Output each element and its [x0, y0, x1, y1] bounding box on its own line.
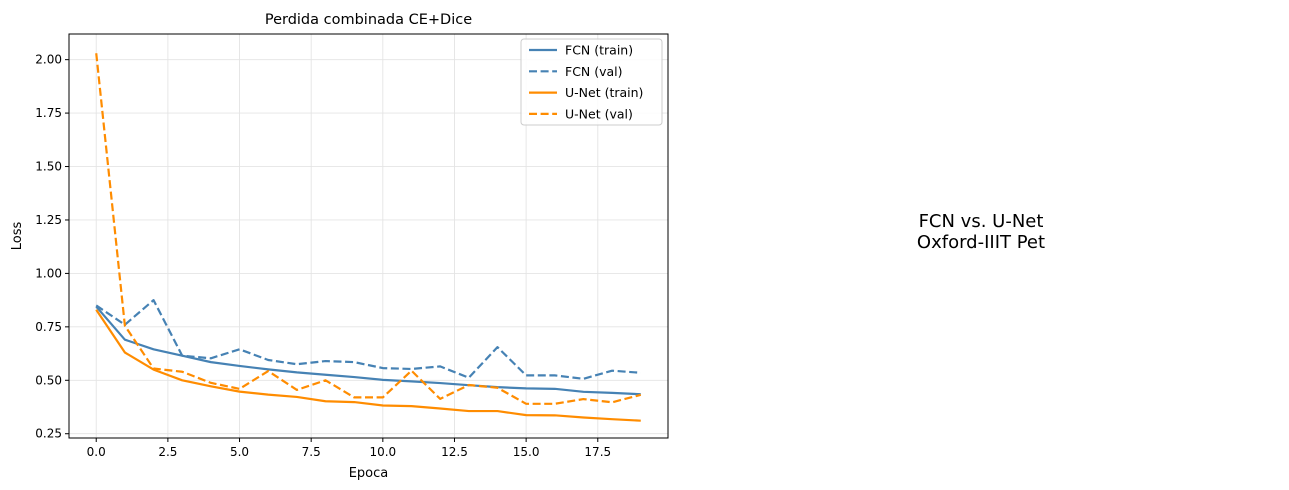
- y-tick-label: 1.00: [35, 266, 62, 280]
- y-tick-label: 0.50: [35, 373, 62, 387]
- x-tick-label: 2.5: [158, 445, 177, 459]
- x-tick-label: 12.5: [441, 445, 468, 459]
- series-line-u-net-train: [95, 309, 641, 422]
- legend-label: U-Net (val): [565, 106, 633, 121]
- x-tick-label: 10.0: [369, 445, 396, 459]
- legend-label: FCN (val): [565, 64, 623, 79]
- x-tick-label: 7.5: [302, 445, 321, 459]
- y-tick-label: 1.50: [35, 160, 62, 174]
- series-lines: [95, 53, 642, 422]
- x-tick-label: 17.5: [584, 445, 611, 459]
- legend: FCN (train) FCN (val) U-Net (train) U-Net (…: [520, 38, 663, 126]
- plot-frame: [68, 33, 669, 439]
- x-tick-label: 0.0: [87, 445, 106, 459]
- x-axis-label: Epoca: [349, 466, 389, 481]
- series-line-u-net-val: [95, 53, 642, 405]
- side-caption-line1: FCN vs. U-Net: [918, 211, 1044, 232]
- y-axis-label: Loss: [10, 222, 25, 251]
- legend-label: U-Net (train): [565, 85, 643, 100]
- y-tick-label: 1.25: [35, 213, 62, 227]
- legend-label: FCN (train): [565, 43, 633, 58]
- grid: [69, 34, 668, 438]
- y-tick-label: 0.75: [35, 320, 62, 334]
- y-tick-label: 2.00: [35, 53, 62, 67]
- series-line-fcn-val: [95, 299, 641, 380]
- y-tick-label: 0.25: [35, 427, 62, 441]
- chart-title: Perdida combinada CE+Dice: [265, 12, 472, 28]
- axis-ticks: 0.0 2.5 5.0 7.5 10.0 12.5 15.0 17.5 0.25 0.50 0.75…: [35, 53, 611, 459]
- side-caption-line2: Oxford-IIIT Pet: [916, 232, 1046, 253]
- x-tick-label: 15.0: [513, 445, 540, 459]
- side-caption: FCN vs. U-Net Oxford-IIIT Pet: [840, 211, 1122, 253]
- series-line-fcn-train: [95, 305, 641, 396]
- y-tick-label: 1.75: [35, 106, 62, 120]
- x-tick-label: 5.0: [230, 445, 249, 459]
- legend-box: [520, 38, 663, 126]
